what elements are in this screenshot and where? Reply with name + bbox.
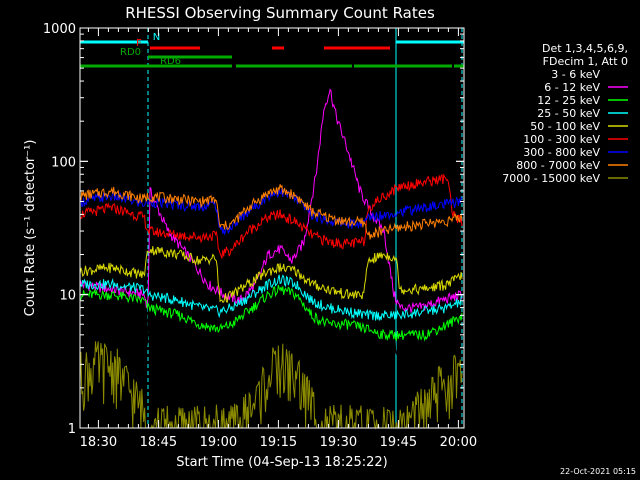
series-line — [79, 118, 463, 370]
legend-label: 50 - 100 keV — [530, 120, 600, 133]
flag-label: N — [153, 32, 160, 43]
series-line — [79, 284, 463, 342]
x-axis-label: Start Time (04-Sep-13 18:25:22) — [176, 455, 387, 470]
x-axis: 18:30 18:45 19:00 19:15 19:30 19:45 20:00 — [80, 28, 477, 450]
legend-label: 3 - 6 keV — [551, 68, 600, 81]
legend-label: 25 - 50 keV — [537, 107, 600, 120]
legend-label: 100 - 300 keV — [523, 133, 600, 146]
x-tick-label: 18:30 — [80, 435, 117, 450]
series-line — [79, 173, 463, 259]
flag-label: RD0 — [120, 47, 141, 58]
legend: Det 1,3,4,5,6,9,FDecim 1, Att 03 - 6 keV… — [502, 42, 628, 185]
legend-header: FDecim 1, Att 0 — [543, 55, 628, 68]
flag-label: F — [136, 38, 142, 49]
x-tick-label: 19:45 — [380, 435, 417, 450]
y-tick-label: 10 — [59, 289, 76, 304]
y-axis: 1 10 100 1000 — [43, 22, 464, 437]
x-tick-label: 18:45 — [140, 435, 177, 450]
y-tick-label: 1 — [68, 422, 76, 437]
x-tick-label: 19:30 — [320, 435, 357, 450]
plot-frame — [79, 27, 465, 429]
legend-header: Det 1,3,4,5,6,9, — [542, 42, 628, 55]
legend-label: 12 - 25 keV — [537, 94, 600, 107]
legend-label: 800 - 7000 keV — [516, 159, 600, 172]
x-tick-label: 20:00 — [440, 435, 477, 450]
timestamp: 22-Oct-2021 05:15 — [560, 467, 636, 476]
series-line — [79, 246, 463, 303]
y-tick-label: 100 — [51, 155, 76, 170]
series-line — [80, 184, 463, 240]
series-line — [79, 274, 463, 321]
flag-label: RD6 — [160, 56, 181, 67]
y-axis-label: Count Rate (s⁻¹ detector⁻¹) — [23, 140, 38, 317]
legend-label: 300 - 800 keV — [523, 146, 600, 159]
series-line — [79, 188, 463, 235]
legend-label: 6 - 12 keV — [544, 81, 600, 94]
y-tick-label: 1000 — [43, 22, 76, 37]
legend-label: 7000 - 15000 keV — [502, 172, 600, 185]
series-lines — [79, 88, 463, 430]
x-tick-label: 19:15 — [260, 435, 297, 450]
chart-title: RHESSI Observing Summary Count Rates — [125, 4, 435, 22]
x-tick-label: 19:00 — [200, 435, 237, 450]
